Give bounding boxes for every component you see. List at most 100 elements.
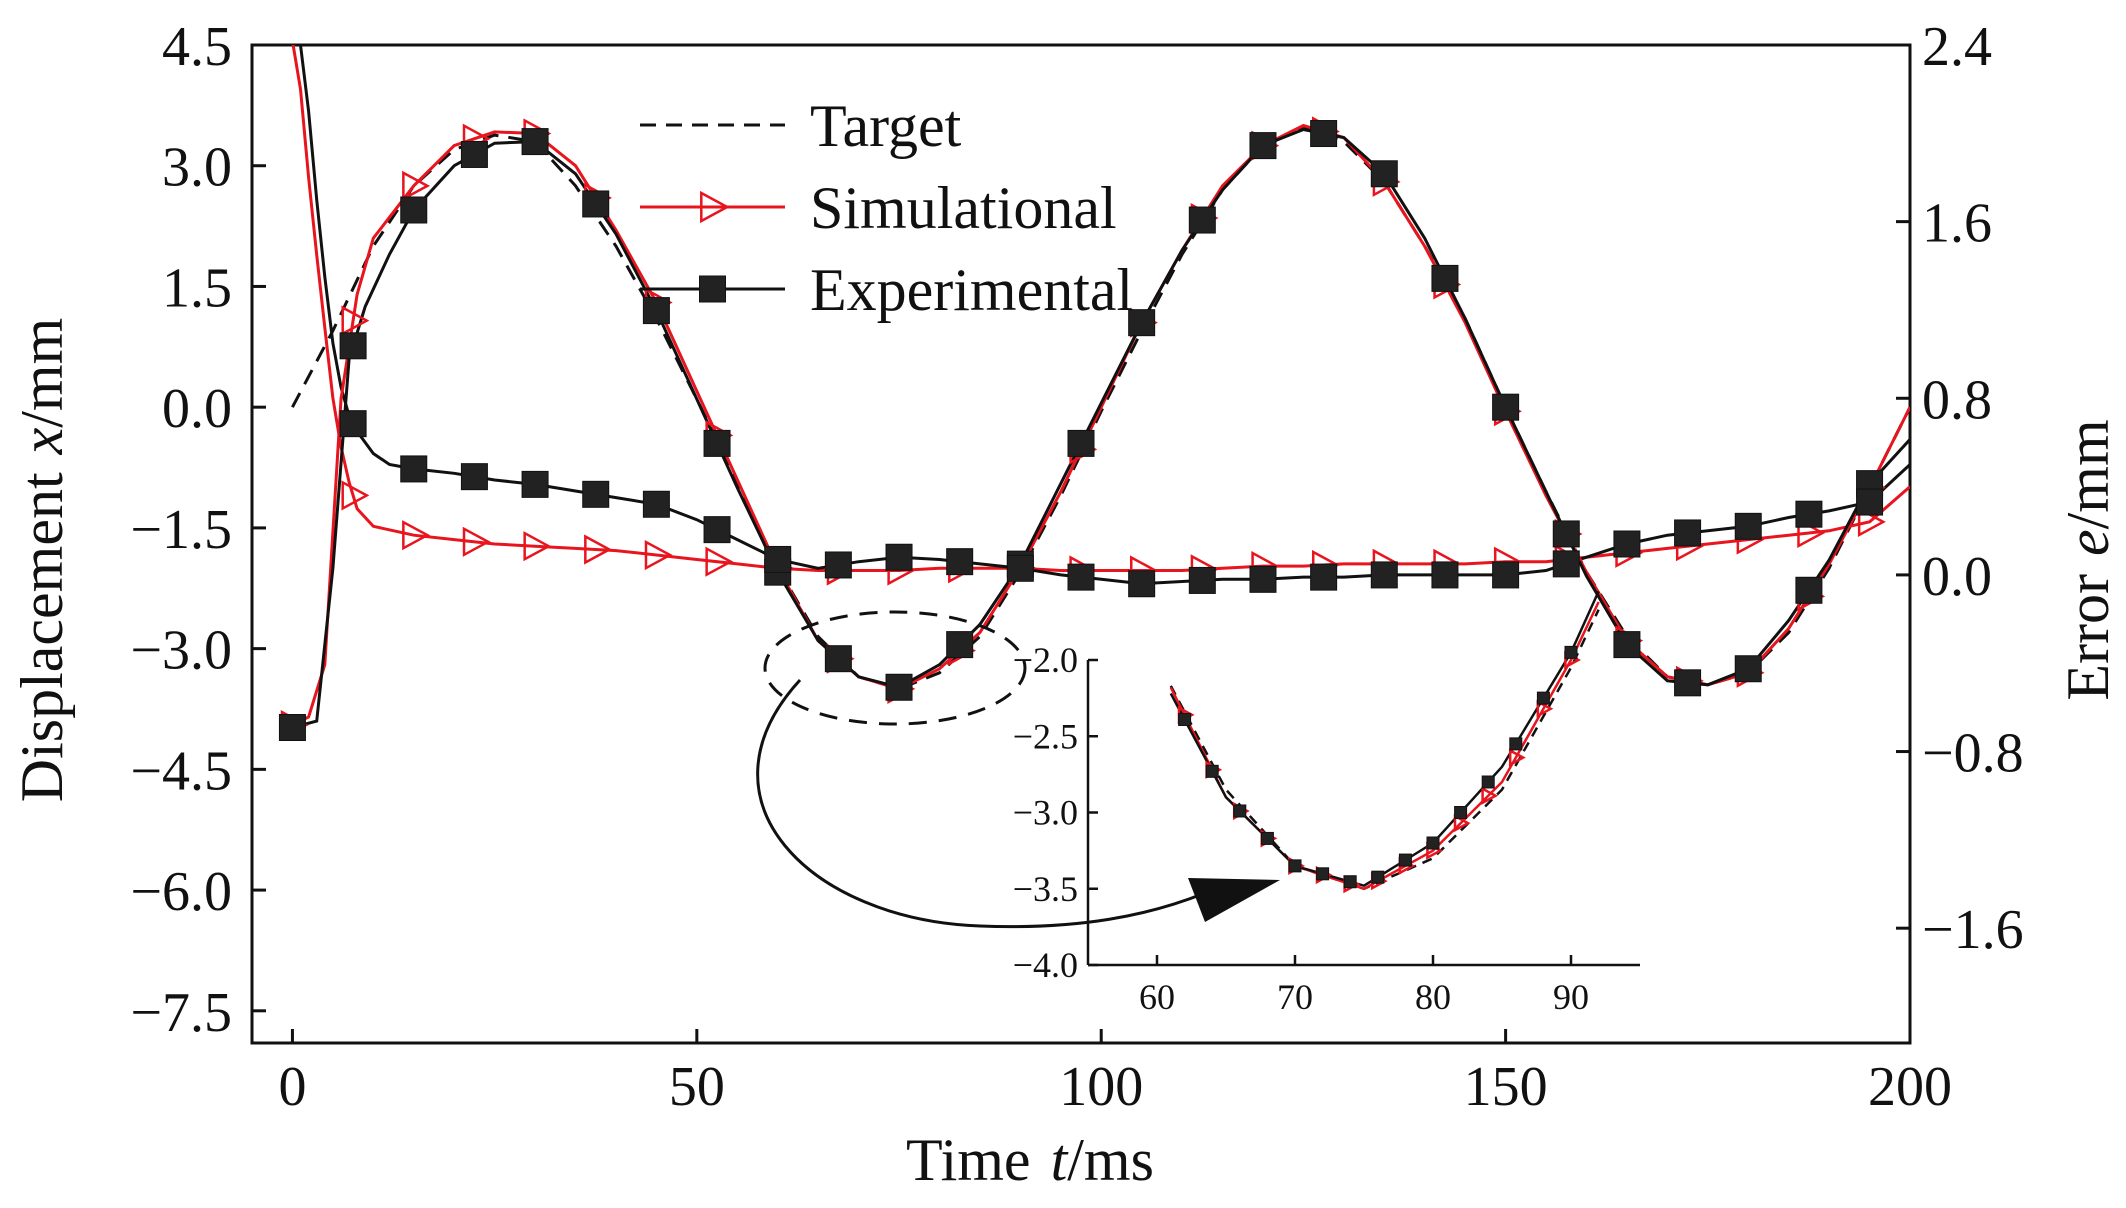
experimental-marker xyxy=(1310,120,1338,148)
x-tick-label: 0 xyxy=(278,1056,306,1118)
x-tick-label: 100 xyxy=(1059,1056,1143,1118)
inset-simulational-marker xyxy=(1481,786,1499,805)
experimental-marker xyxy=(521,128,549,156)
x-tick-label: 200 xyxy=(1868,1056,1952,1118)
simulational-error-marker xyxy=(584,534,613,565)
y2-axis-title-word: Error xyxy=(2055,574,2121,701)
legend-label: Experimental xyxy=(810,257,1133,323)
experimental-error-marker xyxy=(1006,554,1034,582)
experimental-marker xyxy=(642,297,670,325)
experimental-error-marker xyxy=(1067,563,1095,591)
plot-series xyxy=(278,45,1910,742)
inset-experimental-marker xyxy=(1371,870,1385,884)
experimental-error-marker xyxy=(885,543,913,571)
y-axis-title: Displacement x/mm xyxy=(9,318,75,803)
experimental-marker xyxy=(1370,160,1398,188)
experimental-marker xyxy=(1492,393,1520,421)
simulational-error-marker xyxy=(462,526,491,557)
experimental-error-marker xyxy=(1613,530,1641,558)
axis-ticks: 0 50 100 150 200 4.5 3.0 1.5 0.0 −1.5 −3.0 −4.5 −6.0… xyxy=(130,16,2023,1118)
experimental-marker xyxy=(1249,132,1277,160)
inset-experimental-marker xyxy=(1316,867,1330,881)
inset-y-tick-label: −3.5 xyxy=(1013,869,1078,909)
simulational-error-marker xyxy=(402,520,431,551)
experimental-marker xyxy=(1067,429,1095,457)
inset-experimental-marker xyxy=(1233,804,1247,818)
experimental-error-marker xyxy=(1370,561,1398,589)
experimental-error-marker xyxy=(1552,550,1580,578)
legend-label: Target xyxy=(810,93,962,159)
experimental-marker xyxy=(582,190,610,218)
y2-tick-label: −1.6 xyxy=(1922,899,2024,961)
experimental-error-marker xyxy=(824,551,852,579)
zoom-region-ellipse xyxy=(763,610,1027,726)
y2-tick-label: 2.4 xyxy=(1922,16,1992,78)
inset-simulational-line xyxy=(1169,601,1600,891)
inset-experimental-line xyxy=(1169,590,1600,888)
y-axis-title-word: Displacement xyxy=(9,472,75,802)
y2-tick-label: 1.6 xyxy=(1922,193,1992,255)
inset-simulational-marker xyxy=(1536,699,1554,718)
simulational-error-marker xyxy=(644,539,673,571)
y-tick-label: −7.5 xyxy=(130,982,232,1044)
experimental-error-marker xyxy=(339,410,367,438)
y-axis-title-symbol: x xyxy=(9,427,75,455)
inset-experimental-marker xyxy=(1454,806,1468,819)
experimental-marker xyxy=(1613,631,1641,659)
y-tick-label: 3.0 xyxy=(162,137,232,199)
inset-x-tick-label: 70 xyxy=(1277,977,1313,1017)
inset-experimental-marker xyxy=(1288,859,1302,873)
inset-simulational-marker xyxy=(1453,814,1471,833)
inset-y-tick-label: −4.0 xyxy=(1013,945,1078,985)
experimental-error-marker xyxy=(764,545,792,573)
y2-tick-label: 0.0 xyxy=(1922,546,1992,608)
inset-target-line xyxy=(1169,609,1600,891)
plot-border xyxy=(250,43,1912,1045)
experimental-error-marker xyxy=(582,480,610,508)
experimental-marker xyxy=(1188,206,1216,234)
inset-experimental-marker xyxy=(1178,712,1192,726)
inset-experimental-marker xyxy=(1426,836,1440,850)
zoom-inset: −2.0 −2.5 −3.0 −3.5 −4.0 60 70 80 90 xyxy=(756,590,1640,1017)
experimental-error-marker xyxy=(946,548,974,576)
legend-marker xyxy=(699,275,726,303)
y-axis-title-unit: /mm xyxy=(9,318,75,428)
y-tick-label: −3.0 xyxy=(130,620,232,682)
zoom-arrow-head xyxy=(1188,878,1280,922)
legend-marker xyxy=(700,190,730,224)
experimental-marker xyxy=(1674,669,1702,697)
zoom-arrow-curve xyxy=(756,678,1206,929)
experimental-marker xyxy=(1795,576,1823,604)
y2-axis-title-symbol: e xyxy=(2055,529,2121,556)
experimental-marker xyxy=(1431,264,1459,292)
simulational-marker xyxy=(402,170,431,201)
experimental-marker xyxy=(1552,520,1580,548)
inset-experimental-marker xyxy=(1205,764,1219,778)
experimental-error-marker xyxy=(1856,488,1884,516)
x-axis-title-symbol: t xyxy=(1051,1127,1069,1193)
y-tick-label: 4.5 xyxy=(162,16,232,78)
experimental-error-marker xyxy=(1188,566,1216,594)
x-axis-title-word: Time xyxy=(906,1127,1031,1193)
experimental-error-marker xyxy=(400,455,428,483)
inset-x-tick-label: 80 xyxy=(1415,977,1451,1017)
experimental-marker xyxy=(885,673,913,701)
experimental-marker xyxy=(400,196,428,224)
experimental-error-marker xyxy=(642,490,670,518)
experimental-marker xyxy=(1128,309,1156,337)
inset-experimental-marker xyxy=(1509,737,1523,751)
y2-tick-label: 0.8 xyxy=(1922,369,1992,431)
experimental-marker xyxy=(824,645,852,673)
inset-x-tick-label: 60 xyxy=(1139,977,1175,1017)
x-tick-label: 50 xyxy=(669,1056,725,1118)
y-tick-label: 1.5 xyxy=(162,257,232,319)
experimental-marker xyxy=(1734,655,1762,683)
y2-axis-title: Error e/mm xyxy=(2055,419,2121,700)
simulational-error-marker xyxy=(523,531,552,562)
y-tick-label: −6.0 xyxy=(130,861,232,923)
inset-experimental-marker xyxy=(1481,775,1495,789)
y2-tick-label: −0.8 xyxy=(1922,723,2024,785)
legend: Target Simulational Experimental xyxy=(640,93,1133,323)
